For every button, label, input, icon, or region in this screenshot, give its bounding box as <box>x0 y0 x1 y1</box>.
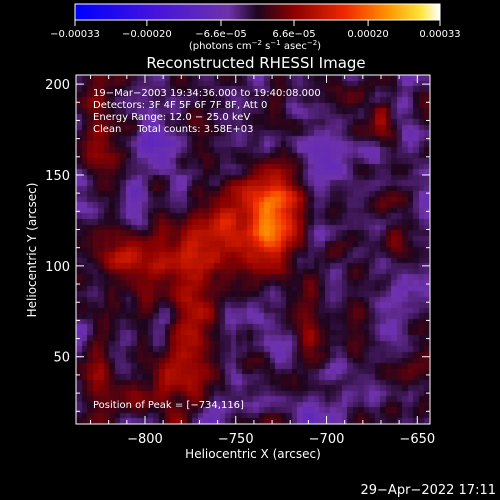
colorbar: −0.00033 −0.00020 −6.6e−05 6.6e−05 0.00020 0.… <box>50 3 461 52</box>
axis-ticks: −800 −750 −700 −650 50 100 150 200 <box>45 75 435 447</box>
y-axis-label: Heliocentric Y (arcsec) <box>25 183 39 318</box>
x-axis-label: Heliocentric X (arcsec) <box>185 447 321 461</box>
x-tick-label: −800 <box>127 432 163 447</box>
chart-title: Reconstructed RHESSI Image <box>146 54 365 72</box>
colorbar-gradient <box>75 4 440 20</box>
y-tick-label: 200 <box>45 78 70 93</box>
colorbar-tick-label: 6.6e−05 <box>272 29 315 40</box>
timestamp: 29−Apr−2022 17:11 <box>361 483 497 498</box>
y-tick-label: 100 <box>45 260 70 275</box>
x-tick-label: −700 <box>309 432 345 447</box>
x-tick-label: −650 <box>399 432 435 447</box>
colorbar-ticks: −0.00033 −0.00020 −6.6e−05 6.6e−05 0.00020 0.… <box>50 20 461 40</box>
heatmap-image <box>76 75 430 424</box>
annotation-energy: Energy Range: 12.0 − 25.0 keV <box>93 112 250 123</box>
annotation-counts: Clean Total counts: 3.58E+03 <box>93 124 253 135</box>
y-tick-label: 150 <box>45 169 70 184</box>
plot-frame <box>75 74 431 425</box>
y-tick-label: 50 <box>53 351 70 366</box>
annotation-time: 19−Mar−2003 19:34:36.000 to 19:40:08.000 <box>93 88 321 99</box>
peak-position-label: Position of Peak = [−734,116] <box>93 400 244 411</box>
colorbar-tick-label: 0.00020 <box>347 29 388 40</box>
colorbar-tick-label: 0.00033 <box>419 29 460 40</box>
colorbar-frame <box>74 3 441 21</box>
x-tick-label: −750 <box>218 432 254 447</box>
colorbar-tick-label: −6.6e−05 <box>195 29 247 40</box>
colorbar-tick-label: −0.00020 <box>122 29 172 40</box>
annotation-detectors: Detectors: 3F 4F 5F 6F 7F 8F, Att 0 <box>93 100 267 111</box>
colorbar-unit-label: (photons cm−2 s−1 asec−2) <box>189 39 321 52</box>
annotations: 19−Mar−2003 19:34:36.000 to 19:40:08.000… <box>93 88 321 411</box>
colorbar-tick-label: −0.00033 <box>50 29 100 40</box>
